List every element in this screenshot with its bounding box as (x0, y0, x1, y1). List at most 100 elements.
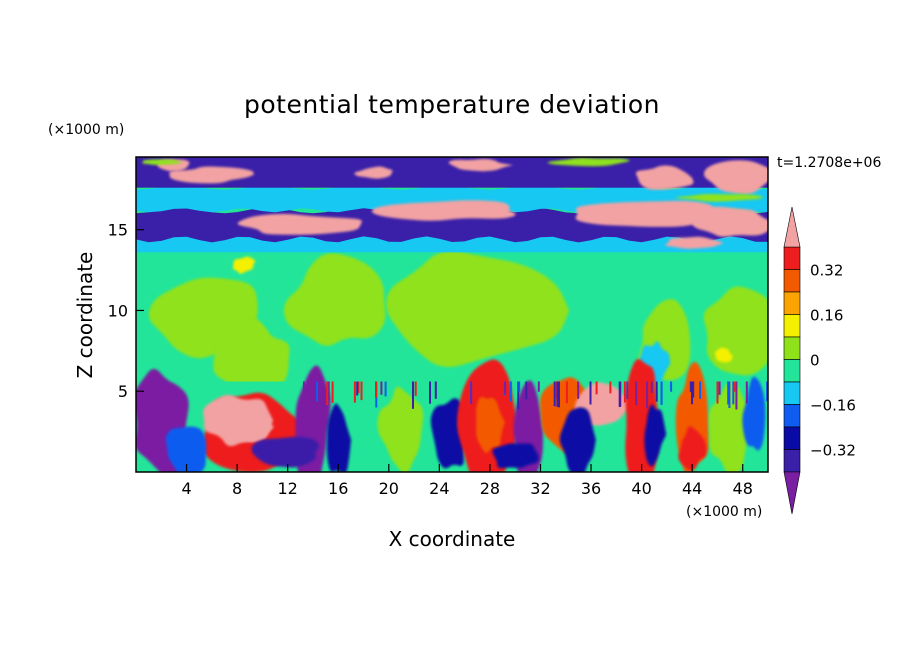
lower-streak (595, 381, 598, 395)
upper-positive-region (664, 236, 724, 249)
upper-positive-region (371, 200, 516, 221)
lower-contour-region (165, 426, 207, 472)
lower-streak (692, 381, 695, 398)
lower-streak (646, 381, 649, 409)
colorbar-swatch (783, 314, 801, 338)
x-tick-label: 8 (232, 479, 242, 498)
lower-contour-region (559, 407, 596, 472)
lower-streak (468, 381, 470, 410)
lower-contour-region (326, 403, 352, 472)
upper-positive-region (690, 206, 768, 237)
lower-streak (727, 381, 730, 405)
plot-frame (135, 156, 769, 473)
lower-streak (380, 381, 383, 395)
colorbar-tick-label: −0.32 (810, 442, 856, 460)
lower-contour-region (742, 376, 766, 451)
lower-contour-region (678, 426, 707, 471)
lower-streak (316, 381, 319, 402)
lower-streak (331, 381, 334, 403)
top-green-region (675, 193, 764, 202)
y-tick-label: 10 (108, 301, 128, 320)
lower-streak (565, 381, 568, 404)
colorbar-lower-extension (783, 471, 801, 515)
chart-title: potential temperature deviation (244, 90, 660, 119)
time-label: t=1.2708e+06 (777, 155, 881, 171)
lower-streak (525, 381, 528, 400)
y-axis-label: Z coordinate (73, 252, 97, 379)
lower-streak (689, 381, 692, 392)
lower-streak (577, 381, 580, 399)
x-tick-label: 4 (181, 479, 191, 498)
x-tick-label: 32 (530, 479, 550, 498)
lower-streak (553, 381, 556, 407)
lower-streak (412, 381, 414, 409)
lower-streak (626, 381, 629, 400)
x-unit-label: (×1000 m) (686, 504, 762, 520)
lower-streak (734, 381, 737, 392)
lower-streak (660, 381, 663, 405)
x-axis: 4 8 12 16 20 24 28 32 36 40 44 48 (181, 464, 753, 498)
lower-streak (558, 381, 560, 408)
x-tick-label: 44 (682, 479, 702, 498)
colorbar-swatch (783, 269, 801, 293)
top-positive-region (354, 166, 393, 179)
colorbar-tick-label: −0.16 (810, 397, 856, 415)
lower-streak (691, 381, 693, 405)
upper-positive-region (575, 200, 713, 227)
colorbar-tick-label: 0 (810, 352, 820, 370)
lower-streak (327, 381, 330, 401)
x-tick-label: 40 (631, 479, 651, 498)
lower-streak (655, 381, 658, 402)
lower-streak (537, 381, 540, 392)
upper-cyan-band (136, 236, 768, 253)
mid-yellow-spot (714, 347, 733, 363)
lower-streak (618, 381, 621, 408)
lower-streak (303, 381, 305, 397)
lower-streak (732, 381, 735, 405)
lower-streak (716, 381, 719, 404)
top-positive-region (448, 158, 514, 172)
lower-streak (699, 381, 702, 399)
x-tick-label: 16 (328, 479, 348, 498)
top-positive-region (635, 165, 694, 190)
lower-contour-region (228, 411, 275, 442)
lower-streak (650, 381, 653, 394)
x-axis-label: X coordinate (389, 527, 516, 551)
lower-contour-region (492, 443, 539, 469)
lower-streak (517, 381, 520, 410)
lower-streak (766, 381, 768, 402)
colorbar-upper-extension (783, 206, 801, 248)
mid-positive-region (213, 320, 290, 394)
lower-streak (429, 381, 431, 404)
y-axis: 5 10 15 (108, 221, 144, 401)
lower-streak (670, 381, 673, 392)
lower-streak (589, 381, 592, 405)
lower-contour-region (476, 397, 505, 453)
lower-streak (470, 381, 473, 405)
lower-streak (356, 381, 359, 396)
mid-positive-region (386, 250, 570, 367)
lower-streak (518, 381, 521, 392)
lower-streak (556, 381, 559, 407)
mid-positive-region (283, 253, 386, 346)
mid-yellow-spot (232, 256, 256, 274)
top-positive-region (169, 166, 254, 184)
lower-streak (635, 381, 638, 406)
colorbar-swatch (783, 291, 801, 315)
colorbar-swatch (783, 381, 801, 405)
lower-streak (509, 381, 512, 402)
x-tick-label: 12 (278, 479, 298, 498)
x-tick-label: 24 (429, 479, 449, 498)
top-green-region (141, 159, 182, 166)
colorbar-tick-label: 0.16 (810, 307, 843, 325)
lower-streak (360, 381, 363, 401)
top-green-region (547, 157, 630, 167)
lower-streak (623, 381, 626, 403)
colorbar: 0.32 0.16 0 −0.16 −0.32 (783, 206, 856, 515)
lower-streak (326, 381, 329, 406)
top-positive-region (703, 160, 768, 195)
colorbar-swatch (783, 336, 801, 360)
contour-field (136, 157, 768, 472)
lower-contour-region (708, 381, 751, 472)
